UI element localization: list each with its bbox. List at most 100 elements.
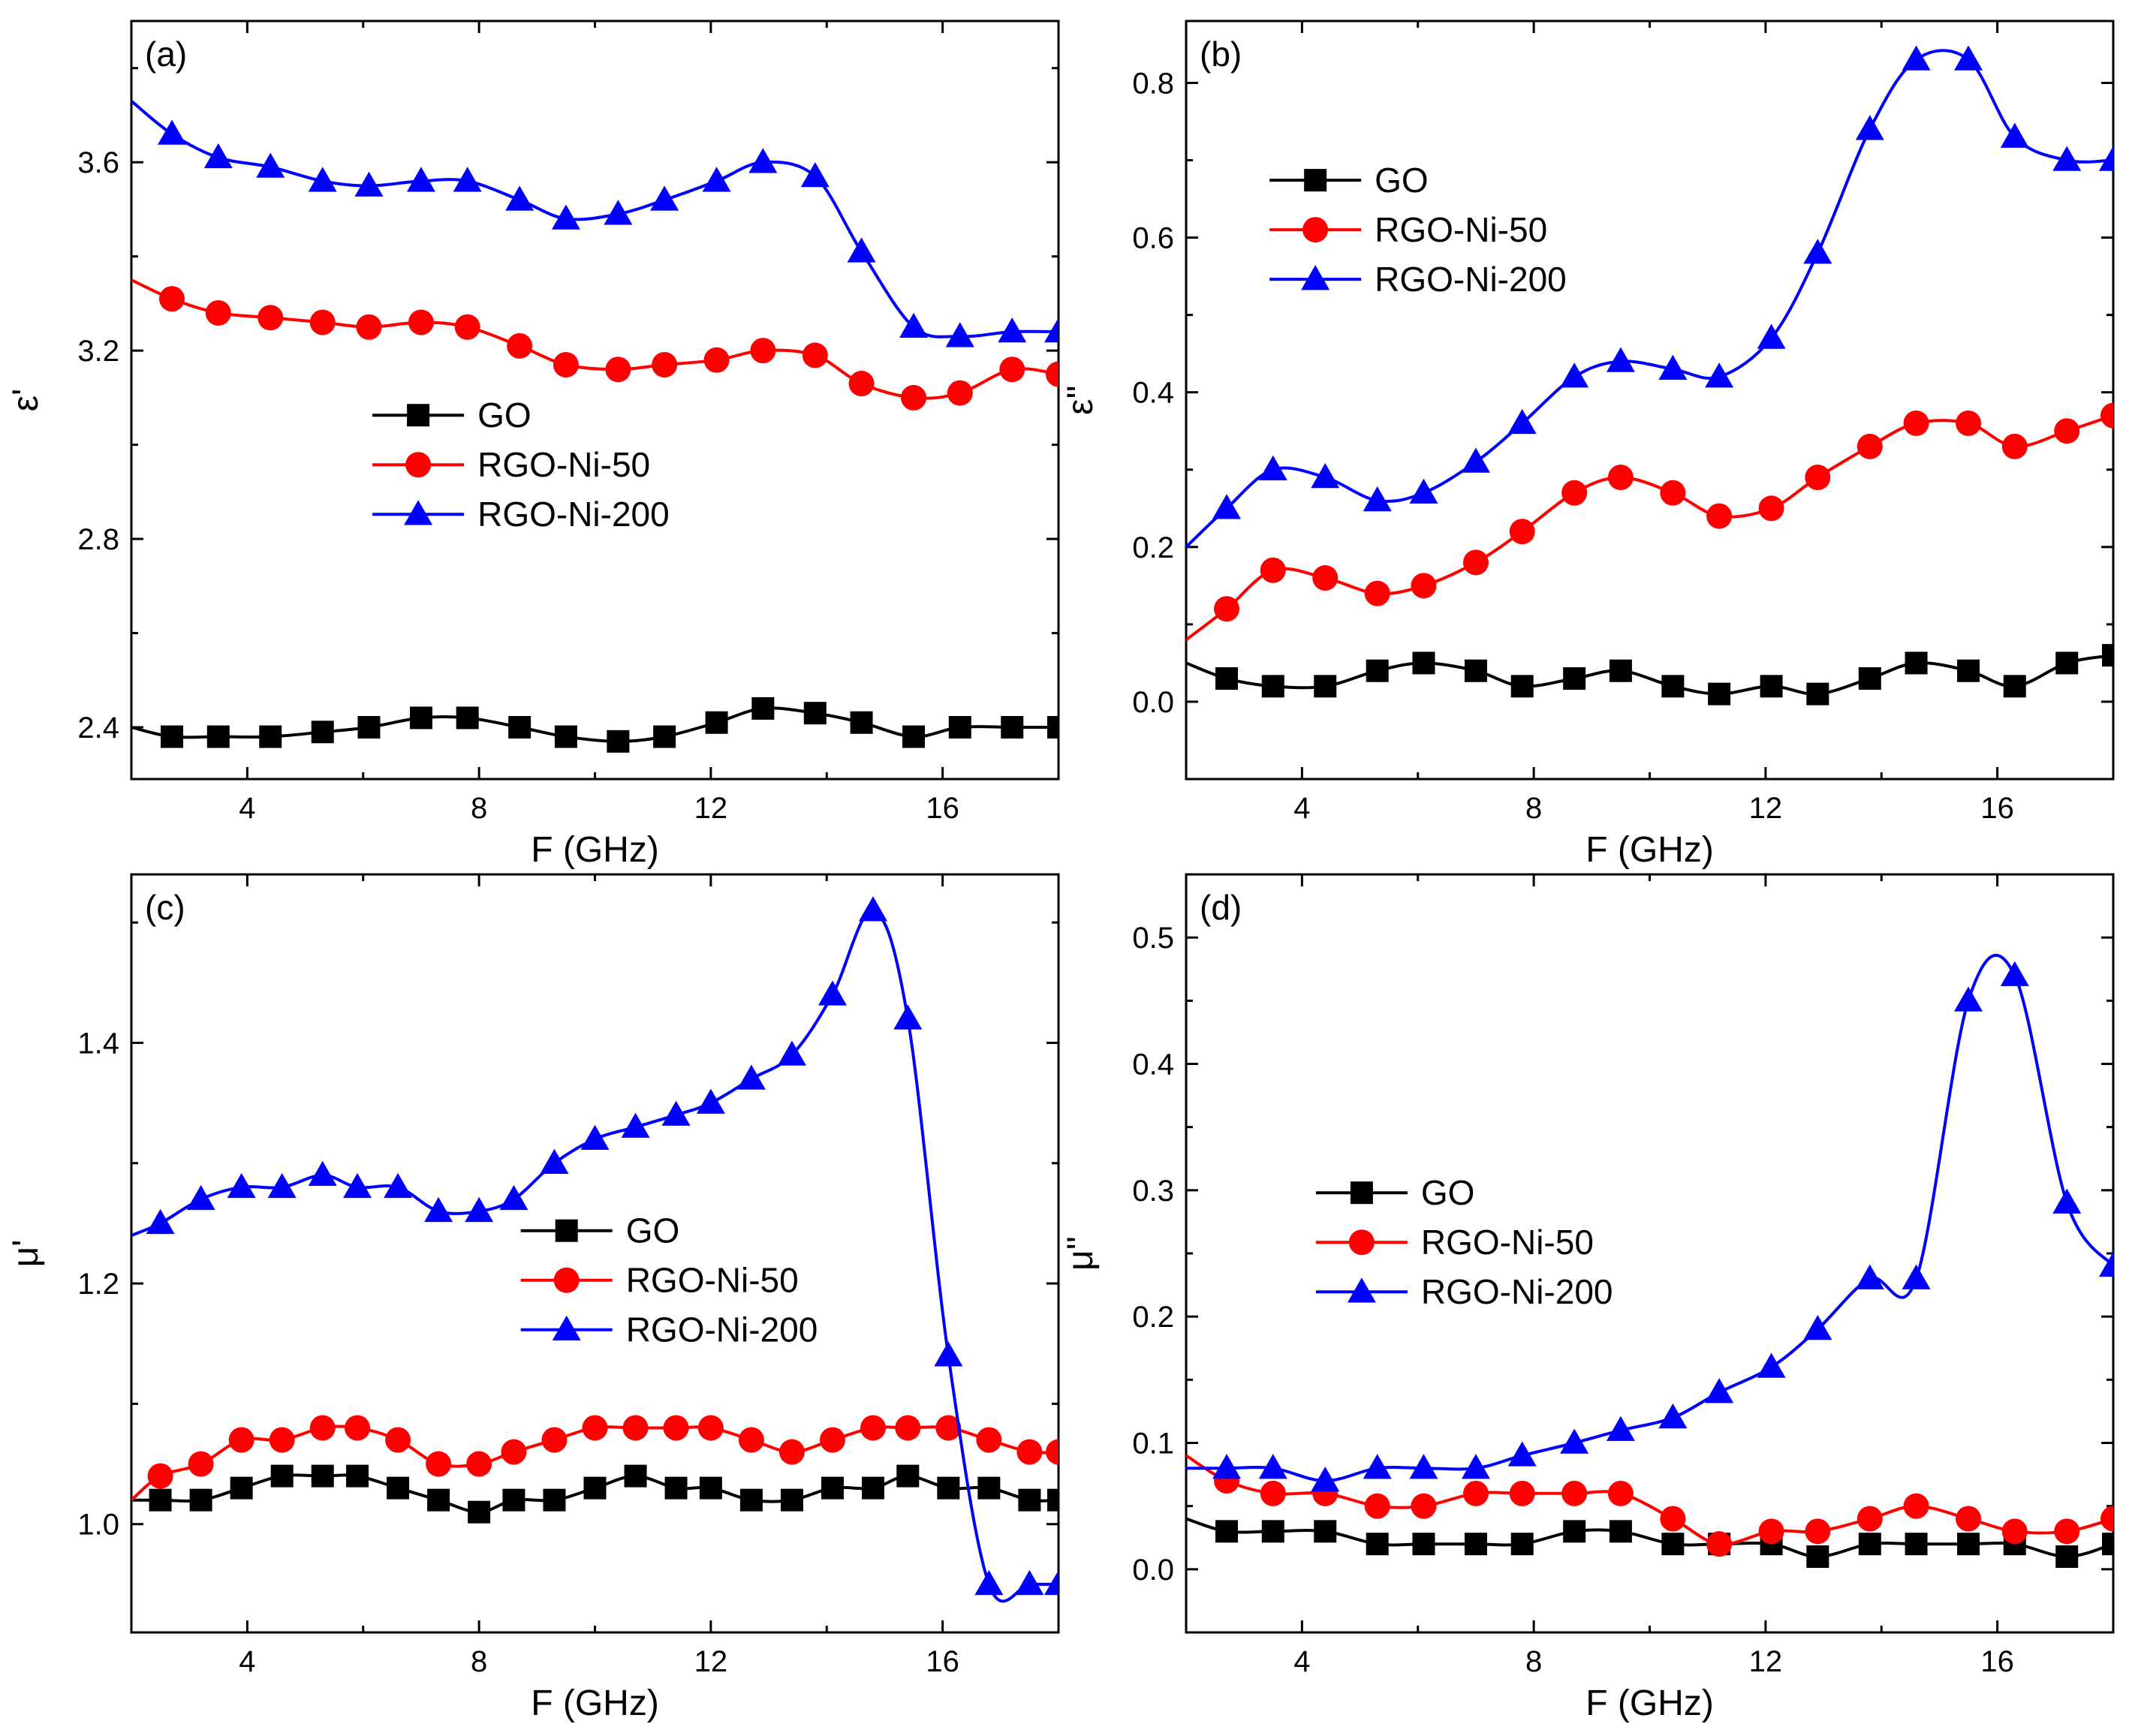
- data-point-rgo-ni-50: [895, 1415, 921, 1441]
- data-point-rgo-ni-200: [899, 312, 929, 338]
- x-tick-label: 16: [926, 1645, 959, 1678]
- data-point-rgo-ni-50: [1046, 1439, 1058, 1465]
- data-point-rgo-ni-50: [1411, 1493, 1437, 1519]
- data-point-rgo-ni-50: [228, 1427, 254, 1453]
- data-point-rgo-ni-50: [1509, 519, 1535, 545]
- data-point-rgo-ni-50: [1856, 433, 1883, 459]
- data-point-go: [1905, 651, 1928, 675]
- data-point-rgo-ni-200: [696, 1088, 725, 1114]
- data-point-rgo-ni-50: [1364, 1493, 1390, 1519]
- data-point-go: [1366, 659, 1389, 682]
- legend-label-rgo-ni-200: RGO-Ni-200: [626, 1310, 818, 1349]
- legend-label-rgo-ni-200: RGO-Ni-200: [477, 495, 670, 534]
- data-point-rgo-ni-200: [974, 1569, 1004, 1596]
- data-point-go: [1760, 675, 1783, 698]
- data-point-rgo-ni-50: [1411, 573, 1437, 599]
- data-point-rgo-ni-200: [1757, 323, 1786, 349]
- data-point-go: [270, 1464, 294, 1488]
- data-point-go: [1858, 1533, 1881, 1556]
- data-point-rgo-ni-200: [354, 171, 384, 197]
- legend-label-go: GO: [1421, 1173, 1475, 1212]
- legend-label-rgo-ni-50: RGO-Ni-50: [1421, 1223, 1594, 1262]
- data-point-rgo-ni-50: [663, 1415, 689, 1441]
- data-point-rgo-ni-50: [1903, 410, 1929, 436]
- legend-marker-rgo-ni-200: [404, 500, 433, 525]
- data-point-rgo-ni-200: [702, 167, 731, 192]
- data-point-rgo-ni-200: [551, 204, 580, 230]
- data-point-go: [1215, 667, 1239, 690]
- data-point-rgo-ni-200: [1560, 1428, 1589, 1454]
- legend: GO RGO-Ni-50 RGO-Ni-200: [1269, 161, 1567, 299]
- y-tick-label: 0.2: [1132, 531, 1174, 564]
- data-point-go: [739, 1488, 763, 1512]
- data-point-rgo-ni-200: [465, 1196, 494, 1223]
- data-point-rgo-ni-200: [267, 1172, 297, 1199]
- data-point-go: [1905, 1533, 1928, 1556]
- data-point-rgo-ni-200: [1461, 447, 1490, 473]
- data-point-go: [543, 1488, 566, 1512]
- y-tick-label: 2.8: [77, 523, 119, 556]
- x-tick-label: 4: [1293, 792, 1310, 825]
- legend-label-rgo-ni-50: RGO-Ni-50: [626, 1261, 799, 1300]
- data-point-go: [468, 1500, 491, 1524]
- data-point-rgo-ni-50: [860, 1415, 886, 1441]
- x-axis-title: F (GHz): [531, 830, 659, 870]
- data-point-rgo-ni-200: [1258, 1454, 1287, 1479]
- data-point-rgo-ni-200: [2052, 146, 2082, 171]
- x-tick-label: 12: [1749, 792, 1783, 825]
- data-point-go: [346, 1464, 369, 1488]
- data-point-rgo-ni-50: [1956, 1506, 1982, 1532]
- data-point-rgo-ni-200: [1803, 1315, 1832, 1340]
- x-tick-label: 16: [1980, 792, 2014, 825]
- data-point-rgo-ni-200: [1606, 347, 1635, 372]
- data-point-rgo-ni-200: [661, 1100, 691, 1126]
- y-tick-label: 0.3: [1132, 1175, 1174, 1208]
- data-point-rgo-ni-200: [1560, 363, 1589, 388]
- data-point-go: [664, 1476, 688, 1500]
- data-point-rgo-ni-200: [158, 119, 187, 145]
- data-point-rgo-ni-200: [1311, 1467, 1340, 1492]
- data-point-rgo-ni-50: [507, 332, 533, 359]
- data-point-go: [751, 697, 775, 720]
- data-point-go: [583, 1476, 607, 1500]
- panel-label: (a): [145, 35, 187, 74]
- series-line-rgo-ni-200: [1186, 953, 2113, 1483]
- data-point-go: [653, 725, 676, 748]
- data-point-go: [2003, 675, 2026, 698]
- data-point-rgo-ni-50: [703, 347, 730, 373]
- data-point-rgo-ni-200: [424, 1196, 453, 1223]
- x-axis-title: F (GHz): [531, 1683, 659, 1723]
- legend: GO RGO-Ni-50 RGO-Ni-200: [1315, 1173, 1613, 1311]
- data-point-go: [1806, 1545, 1829, 1568]
- data-point-go: [1261, 675, 1284, 698]
- data-point-rgo-ni-50: [345, 1415, 371, 1441]
- data-point-rgo-ni-200: [621, 1112, 650, 1138]
- data-point-rgo-ni-200: [1902, 45, 1931, 71]
- data-point-rgo-ni-50: [622, 1415, 649, 1441]
- y-tick-label: 0.8: [1132, 67, 1174, 100]
- data-point-go: [1001, 715, 1024, 739]
- data-point-go: [1464, 659, 1487, 682]
- data-point-rgo-ni-50: [1956, 410, 1982, 436]
- data-point-rgo-ni-200: [859, 896, 887, 922]
- data-point-rgo-ni-200: [604, 200, 633, 225]
- data-point-go: [1412, 1533, 1435, 1556]
- panel-b: 4 8 12 16 0.0 0.2 0.4 0.6 0.8 F (GHz) ε'' (b) GO RGO-…: [1061, 20, 2115, 870]
- y-tick-label: 0.0: [1132, 1554, 1174, 1587]
- y-tick-label: 0.6: [1132, 222, 1174, 255]
- y-tick-label: 0.4: [1132, 1049, 1174, 1082]
- data-point-go: [357, 715, 381, 739]
- data-point-rgo-ni-200: [1311, 463, 1340, 489]
- data-point-rgo-ni-50: [947, 380, 973, 406]
- data-point-rgo-ni-200: [650, 185, 679, 211]
- data-point-rgo-ni-200: [2052, 1188, 2082, 1214]
- data-point-rgo-ni-50: [1903, 1493, 1929, 1519]
- data-point-rgo-ni-200: [1902, 1264, 1931, 1289]
- data-point-rgo-ni-200: [186, 1184, 215, 1211]
- data-point-rgo-ni-50: [147, 1463, 173, 1489]
- data-point-rgo-ni-50: [188, 1451, 214, 1477]
- data-point-rgo-ni-50: [1509, 1480, 1535, 1506]
- panel-label: (b): [1200, 35, 1242, 74]
- legend: GO RGO-Ni-50 RGO-Ni-200: [520, 1211, 818, 1349]
